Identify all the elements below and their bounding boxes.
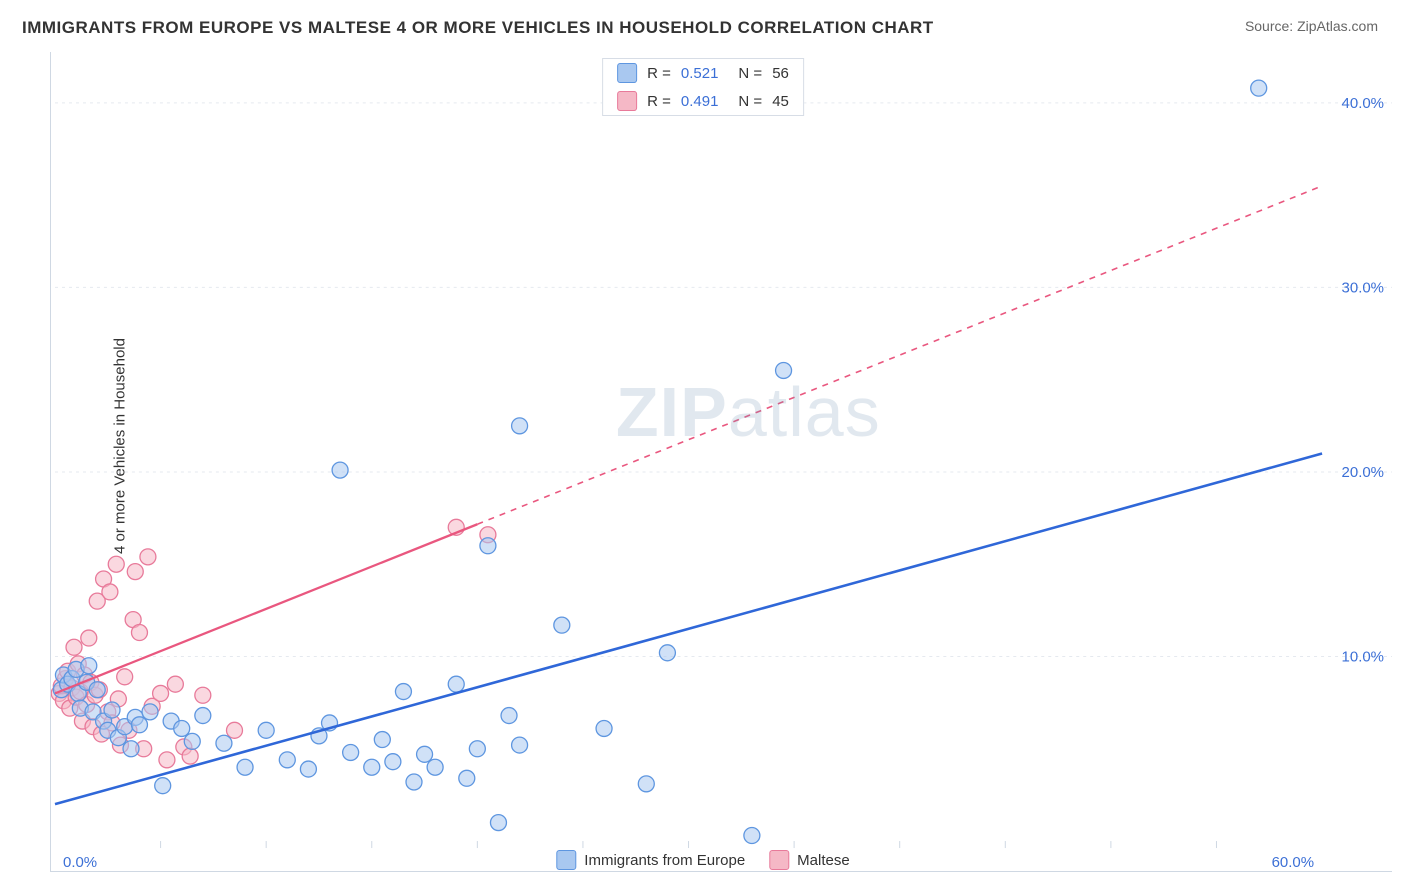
source-attribution: Source: ZipAtlas.com xyxy=(1245,18,1378,34)
legend-row: R = 0.521 N = 56 xyxy=(603,59,803,87)
legend-swatch xyxy=(617,91,637,111)
legend-item: Maltese xyxy=(769,850,850,870)
chart-area: 10.0%20.0%30.0%40.0%0.0%60.0% ZIPatlas xyxy=(50,52,1392,872)
legend-r-label: R = xyxy=(647,93,671,110)
chart-title: IMMIGRANTS FROM EUROPE VS MALTESE 4 OR M… xyxy=(22,18,934,38)
legend-r-value: 0.521 xyxy=(681,65,719,82)
legend-label: Maltese xyxy=(797,852,850,869)
legend-label: Immigrants from Europe xyxy=(584,852,745,869)
correlation-legend: R = 0.521 N = 56 R = 0.491 N = 45 xyxy=(602,58,804,116)
legend-n-label: N = xyxy=(738,93,762,110)
legend-r-value: 0.491 xyxy=(681,93,719,110)
legend-item: Immigrants from Europe xyxy=(556,850,745,870)
svg-text:40.0%: 40.0% xyxy=(1342,95,1384,112)
legend-n-value: 45 xyxy=(772,93,789,110)
svg-text:20.0%: 20.0% xyxy=(1342,464,1384,481)
legend-row: R = 0.491 N = 45 xyxy=(603,87,803,115)
legend-r-label: R = xyxy=(647,65,671,82)
legend-swatch xyxy=(617,63,637,83)
series-legend: Immigrants from Europe Maltese xyxy=(556,850,849,870)
scatter-plot: 10.0% 20.0% 30.0% 40.0% 0.0% 60.0% xyxy=(51,52,1392,871)
legend-swatch xyxy=(769,850,789,870)
svg-text:10.0%: 10.0% xyxy=(1342,648,1384,665)
legend-n-value: 56 xyxy=(772,65,789,82)
svg-text:30.0%: 30.0% xyxy=(1342,279,1384,296)
legend-swatch xyxy=(556,850,576,870)
svg-text:60.0%: 60.0% xyxy=(1272,854,1314,871)
svg-text:0.0%: 0.0% xyxy=(63,854,97,871)
source-value: ZipAtlas.com xyxy=(1297,18,1378,34)
source-label: Source: xyxy=(1245,18,1293,34)
legend-n-label: N = xyxy=(738,65,762,82)
